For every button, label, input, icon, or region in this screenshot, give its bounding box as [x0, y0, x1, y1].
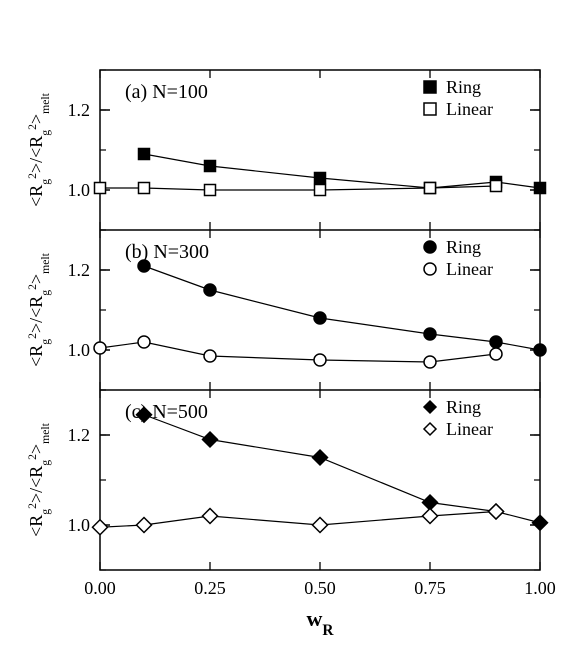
figure: 1.01.2(a) N=100<Rg2>/<Rg2>meltRingLinear…: [0, 0, 584, 661]
svg-text:1.0: 1.0: [68, 180, 91, 200]
svg-text:Ring: Ring: [446, 77, 481, 97]
plot-svg: 1.01.2(a) N=100<Rg2>/<Rg2>meltRingLinear…: [0, 0, 584, 661]
svg-text:(b) N=300: (b) N=300: [125, 241, 209, 263]
svg-text:(a) N=100: (a) N=100: [125, 81, 208, 103]
svg-text:1.2: 1.2: [68, 260, 91, 280]
svg-text:Ring: Ring: [446, 397, 481, 417]
svg-text:1.2: 1.2: [68, 425, 91, 445]
svg-text:0.75: 0.75: [414, 578, 446, 598]
svg-text:(c) N=500: (c) N=500: [125, 401, 208, 423]
svg-text:Linear: Linear: [446, 419, 493, 439]
svg-text:Linear: Linear: [446, 99, 493, 119]
svg-text:1.0: 1.0: [68, 515, 91, 535]
svg-text:1.2: 1.2: [68, 100, 91, 120]
svg-text:0.50: 0.50: [304, 578, 336, 598]
svg-text:Ring: Ring: [446, 237, 481, 257]
svg-text:Linear: Linear: [446, 259, 493, 279]
svg-text:1.0: 1.0: [68, 340, 91, 360]
svg-text:1.00: 1.00: [524, 578, 556, 598]
svg-text:0.00: 0.00: [84, 578, 116, 598]
svg-text:0.25: 0.25: [194, 578, 226, 598]
